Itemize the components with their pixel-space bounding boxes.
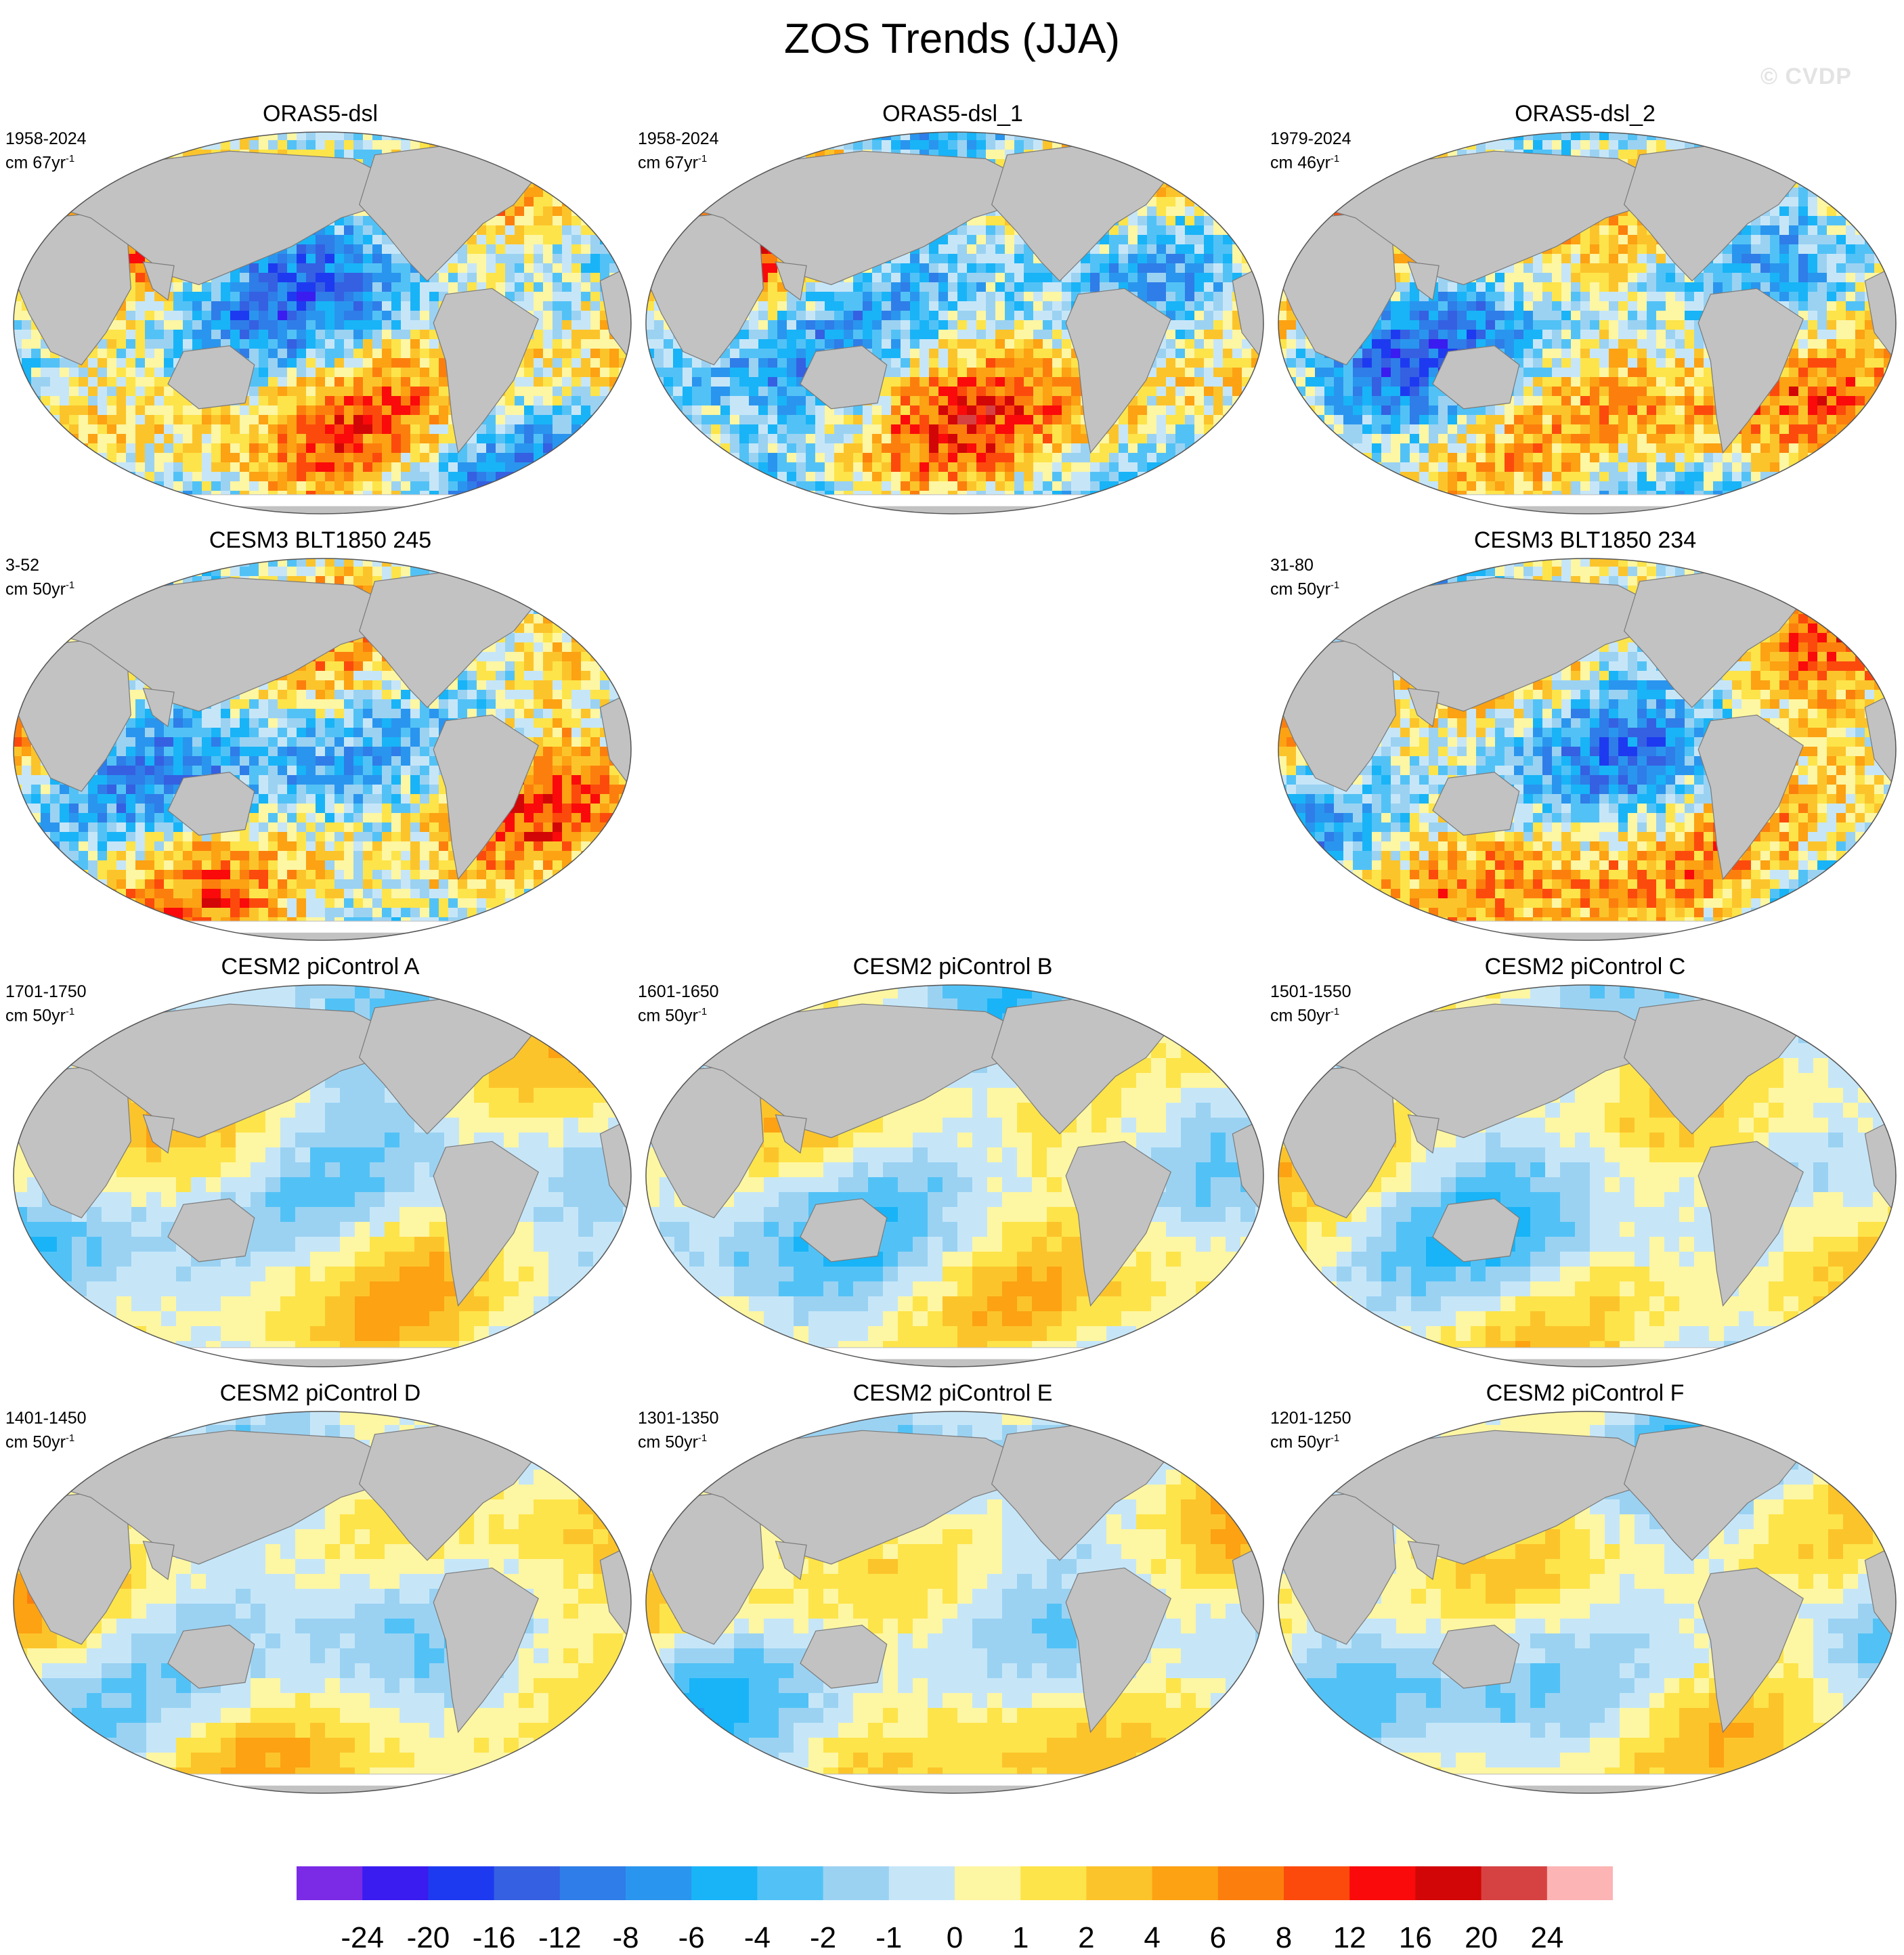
colorbar-swatch [889, 1866, 955, 1900]
world-map [12, 1410, 632, 1795]
trend-field [645, 131, 1265, 515]
trend-field [645, 1410, 1265, 1795]
colorbar-swatch [1349, 1866, 1416, 1900]
colorbar-swatch [626, 1866, 692, 1900]
trend-field [12, 984, 632, 1368]
panel-title: ORAS5-dsl_2 [1270, 100, 1900, 127]
trend-field [1277, 984, 1897, 1368]
world-map [1277, 131, 1897, 515]
panel-title: CESM3 BLT1850 234 [1270, 527, 1900, 554]
trend-field [12, 557, 632, 942]
colorbar-swatch [428, 1866, 494, 1900]
colorbar-swatch [823, 1866, 890, 1900]
figure-title: ZOS Trends (JJA) [0, 12, 1904, 66]
world-map [1277, 557, 1897, 942]
world-map [1277, 1410, 1897, 1795]
panel-title: ORAS5-dsl [5, 100, 635, 127]
colorbar-swatch [1284, 1866, 1350, 1900]
world-map [1277, 984, 1897, 1368]
colorbar-swatch [955, 1866, 1021, 1900]
colorbar-swatch [1547, 1866, 1613, 1900]
trend-field [1277, 131, 1897, 515]
panel-title: CESM3 BLT1850 245 [5, 527, 635, 554]
colorbar-swatch [297, 1866, 363, 1900]
colorbar-swatch [691, 1866, 758, 1900]
panel-title: CESM2 piControl A [5, 953, 635, 980]
colorbar-swatch [757, 1866, 823, 1900]
panel-title: CESM2 piControl E [638, 1380, 1268, 1407]
world-map [12, 557, 632, 942]
trend-field [1277, 557, 1897, 942]
panel-title: ORAS5-dsl_1 [638, 100, 1268, 127]
colorbar-swatch [1415, 1866, 1481, 1900]
panel-title: CESM2 piControl C [1270, 953, 1900, 980]
world-map [645, 131, 1265, 515]
trend-field [645, 984, 1265, 1368]
trend-field [12, 1410, 632, 1795]
trend-field [1277, 1410, 1897, 1795]
world-map [12, 984, 632, 1368]
colorbar [297, 1866, 1613, 1900]
world-map [12, 131, 632, 515]
colorbar-swatch [494, 1866, 561, 1900]
colorbar-swatch [362, 1866, 429, 1900]
colorbar-swatch [1152, 1866, 1219, 1900]
colorbar-swatch [1020, 1866, 1087, 1900]
world-map [645, 1410, 1265, 1795]
panel-title: CESM2 piControl B [638, 953, 1268, 980]
trend-field [12, 131, 632, 515]
colorbar-swatch [1481, 1866, 1548, 1900]
panel-title: CESM2 piControl F [1270, 1380, 1900, 1407]
colorbar-swatch [1218, 1866, 1284, 1900]
colorbar-swatch [560, 1866, 626, 1900]
panel-title: CESM2 piControl D [5, 1380, 635, 1407]
colorbar-swatch [1086, 1866, 1152, 1900]
world-map [645, 984, 1265, 1368]
watermark: © CVDP [1760, 64, 1852, 90]
